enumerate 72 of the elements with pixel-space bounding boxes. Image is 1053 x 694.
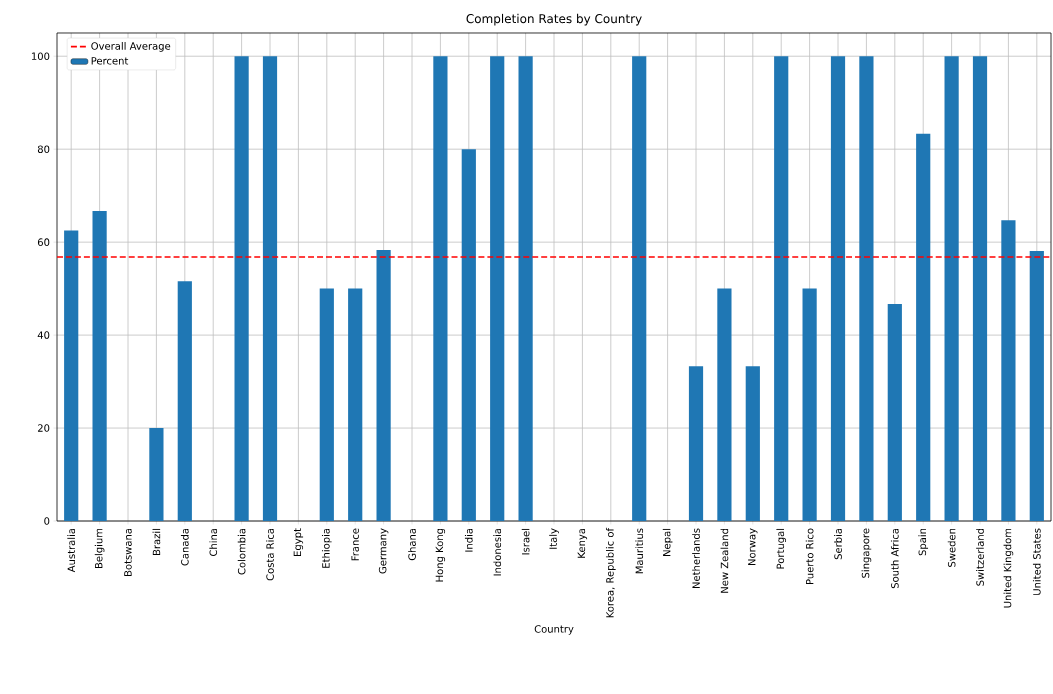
x-tick-label: Costa Rica xyxy=(266,528,274,581)
x-tick-label: Nepal xyxy=(662,528,673,556)
x-axis-title: Country xyxy=(534,625,574,635)
bar xyxy=(319,288,334,521)
y-tick-label: 40 xyxy=(37,331,50,339)
x-tick-label: Indonesia xyxy=(493,528,502,576)
x-tick-label: Switzerland xyxy=(976,528,984,586)
x-tick-label: South Africa xyxy=(890,528,899,589)
x-tick-label: Spain xyxy=(918,528,929,556)
x-tick-label: Colombia xyxy=(237,528,246,575)
x-tick-label: Hong Kong xyxy=(435,528,446,582)
x-tick-label: China xyxy=(209,528,218,557)
bar xyxy=(774,56,789,521)
x-tick-label: New Zealand xyxy=(720,528,729,593)
legend-label: Percent xyxy=(91,57,129,65)
bar xyxy=(461,149,476,521)
chart-title: Completion Rates by Country xyxy=(466,13,642,26)
x-tick-label: Korea, Republic of xyxy=(605,527,616,618)
bar xyxy=(262,56,278,521)
x-tick-label: Sweden xyxy=(947,528,956,567)
bar xyxy=(490,56,505,521)
bar xyxy=(518,56,533,521)
bar xyxy=(1001,220,1016,521)
bar xyxy=(745,366,760,521)
bar xyxy=(802,288,817,521)
bar xyxy=(887,303,902,521)
x-tick-label: Australia xyxy=(67,528,76,573)
x-tick-label: Portugal xyxy=(776,528,787,569)
legend-label: Overall Average xyxy=(91,42,171,52)
bar xyxy=(149,428,164,521)
bar xyxy=(433,56,448,521)
bar xyxy=(1029,250,1044,521)
bar xyxy=(916,133,931,521)
x-tick-label: Germany xyxy=(378,528,389,574)
x-tick-label: Serbia xyxy=(834,528,842,560)
x-tick-label: Israel xyxy=(521,528,530,555)
x-tick-label: United Kingdom xyxy=(1003,528,1014,608)
y-tick-label: 20 xyxy=(37,424,50,432)
x-tick-label: Egypt xyxy=(293,528,304,556)
bar xyxy=(376,250,391,521)
x-tick-label: India xyxy=(464,528,473,552)
bar xyxy=(177,281,192,521)
bar xyxy=(632,56,647,521)
x-tick-label: Canada xyxy=(180,528,189,566)
x-tick-label: Mauritius xyxy=(635,528,644,574)
x-tick-label: France xyxy=(351,528,359,561)
x-tick-label: Botswana xyxy=(124,528,132,576)
x-tick-label: Puerto Rico xyxy=(805,528,814,585)
bar xyxy=(972,56,988,521)
x-tick-label: Brazil xyxy=(152,528,161,555)
x-tick-label: Italy xyxy=(549,528,559,549)
bar xyxy=(64,230,79,521)
bar xyxy=(92,211,107,521)
y-tick-label: 80 xyxy=(37,145,50,153)
x-tick-label: Ethiopia xyxy=(321,528,332,568)
y-tick-label: 0 xyxy=(44,517,50,525)
bar xyxy=(859,56,874,521)
y-tick-label: 100 xyxy=(31,52,50,61)
x-tick-label: Norway xyxy=(748,528,758,565)
x-tick-label: Singapore xyxy=(861,528,872,578)
x-tick-label: Belgium xyxy=(94,528,105,569)
bar xyxy=(717,288,732,521)
x-tick-label: Ghana xyxy=(408,528,416,561)
bar xyxy=(830,56,846,521)
x-tick-label: Kenya xyxy=(577,528,588,558)
bar xyxy=(688,366,704,521)
x-tick-label: United States xyxy=(1032,528,1041,595)
bar xyxy=(944,56,959,521)
y-tick-label: 60 xyxy=(37,238,50,246)
bar xyxy=(234,56,249,521)
bar xyxy=(348,288,363,521)
x-tick-label: Netherlands xyxy=(692,528,700,588)
